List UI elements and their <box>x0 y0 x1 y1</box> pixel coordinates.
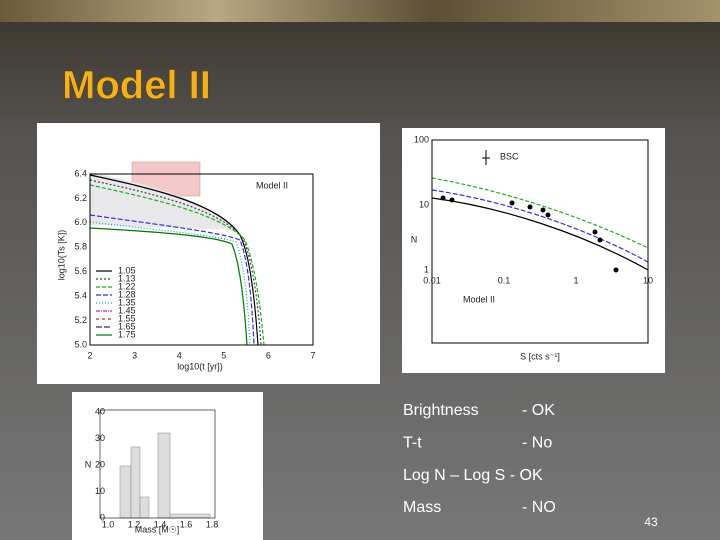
y-tick-label: 1 <box>424 264 429 274</box>
x-tick-label: 6 <box>266 350 271 360</box>
x-tick-label: 2 <box>87 350 92 360</box>
bullets: Brightness - OK T-t - No Log N – Log S - OK M… <box>403 402 556 516</box>
legend-label: 1.35 <box>118 297 136 307</box>
y-tick-label: 6.0 <box>74 217 87 227</box>
x-tick-label: 1.4 <box>154 519 167 529</box>
y-tick-label: 100 <box>414 134 429 144</box>
curves <box>89 174 265 346</box>
y-tick-label: 0 <box>100 512 105 522</box>
points <box>440 195 619 273</box>
x-tick-label: 1.6 <box>180 519 193 529</box>
figure-bg <box>37 123 380 384</box>
y-axis-label: N <box>411 234 418 244</box>
legend-label: 1.22 <box>118 281 136 291</box>
x-tick-label: 7 <box>310 350 315 360</box>
x-tick-label: 1.0 <box>102 519 115 529</box>
figure-cooling: Model II log10(t [yr]) log10(Ts [K]) 2 3 4… <box>37 123 380 384</box>
x-tick-label: 1.2 <box>128 519 141 529</box>
y-tick-label: 5.8 <box>74 242 87 252</box>
y-tick-label: 6.2 <box>74 193 87 203</box>
x-axis-label: Mass [M☉] <box>135 524 180 534</box>
page-number: 43 <box>644 515 658 529</box>
figure-label: Model II <box>256 180 288 190</box>
figure-label: Model II <box>463 294 495 304</box>
bullet-text: - OK <box>522 402 555 419</box>
y-axis-label: N <box>85 459 92 469</box>
top-strip <box>0 0 720 22</box>
y-tick-label: 20 <box>95 459 105 469</box>
x-axis-label: S [cts s⁻¹] <box>520 351 560 361</box>
legend-label: 1.28 <box>118 289 136 299</box>
y-tick-label: 5.4 <box>74 291 87 301</box>
legend-label: 1.05 <box>118 265 136 275</box>
bullet-text: Brightness <box>403 402 479 419</box>
x-tick-label: 0.01 <box>423 275 441 285</box>
x-tick-label: 1.8 <box>206 519 219 529</box>
x-tick-label: 5 <box>221 350 226 360</box>
annotation: BSC <box>500 151 519 161</box>
bullet-text: T-t <box>403 435 422 452</box>
legend-label: 1.65 <box>118 321 136 331</box>
y-tick-label: 30 <box>95 433 105 443</box>
legend-label: 1.55 <box>118 313 136 323</box>
x-tick-label: 4 <box>177 350 182 360</box>
figure-bg <box>402 128 665 373</box>
y-tick-label: 5.2 <box>74 315 87 325</box>
bullet-text: - NO <box>522 499 556 516</box>
x-tick-label: 10 <box>643 275 653 285</box>
legend-label: 1.13 <box>118 273 136 283</box>
slide-title: Model II <box>62 64 211 108</box>
figure-mass: 1.0 1.2 1.4 1.6 1.8 40 30 20 10 0 Mass [M☉] N <box>72 392 263 540</box>
y-tick-label: 5.6 <box>74 266 87 276</box>
legend-label: 1.75 <box>118 329 136 339</box>
band <box>90 172 235 230</box>
y-tick-label: 6.4 <box>74 168 87 178</box>
y-tick-label: 10 <box>419 199 429 209</box>
x-tick-label: 0.1 <box>498 275 511 285</box>
bullet-text: Log N – Log S - OK <box>403 467 543 484</box>
y-axis-label: log10(Ts [K]) <box>56 230 66 281</box>
x-tick-label: 1 <box>573 275 578 285</box>
curves <box>431 177 649 271</box>
y-tick-label: 10 <box>95 486 105 496</box>
bullet-text: Mass <box>403 499 441 516</box>
bullet-text: - No <box>522 435 552 452</box>
plot-frame <box>89 173 314 346</box>
histogram <box>119 432 211 519</box>
plot-frame <box>431 139 649 344</box>
figure-logn-logs: BSC Model II S [cts s⁻¹] N 0.01 0.1 1 10 100… <box>402 128 665 373</box>
x-tick-label: 3 <box>132 350 137 360</box>
x-axis-label: log10(t [yr]) <box>177 361 223 371</box>
bsc-marker <box>482 150 490 165</box>
plot-frame <box>99 409 216 519</box>
y-tick-label: 5.0 <box>74 339 87 349</box>
legend-label: 1.45 <box>118 305 136 315</box>
y-tick-label: 40 <box>95 406 105 416</box>
